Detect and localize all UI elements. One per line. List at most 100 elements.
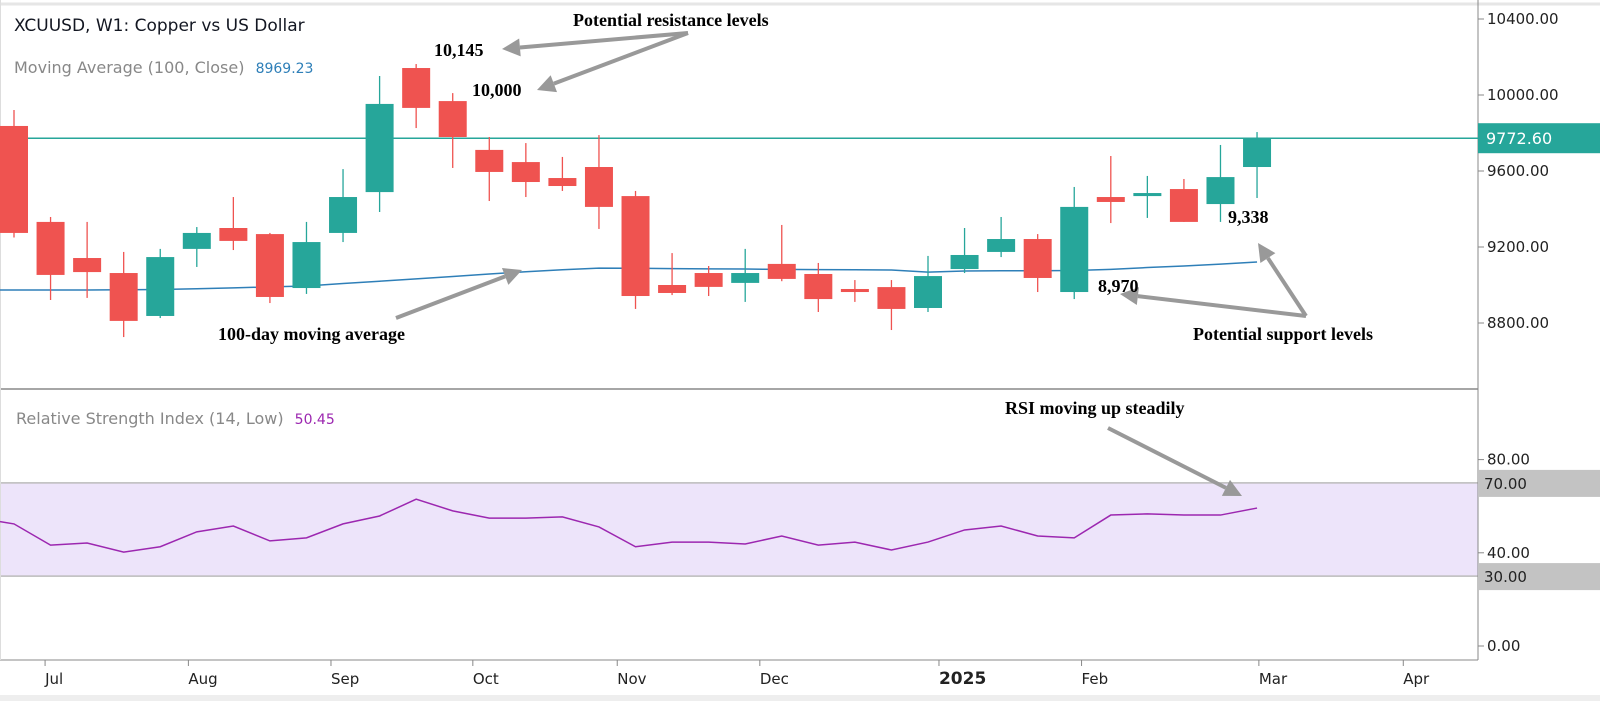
arrow-shaft [519, 31, 689, 50]
candle-bullish[interactable] [146, 248, 175, 319]
candle-bearish[interactable] [584, 135, 613, 229]
candle-bearish[interactable] [621, 190, 650, 309]
candle-bullish[interactable] [1206, 144, 1235, 222]
candle-body [146, 257, 175, 316]
price-tick-label: 10000.00 [1487, 86, 1559, 104]
candle-bullish[interactable] [914, 255, 942, 312]
candle-body [1096, 197, 1125, 202]
arrow-head [501, 267, 522, 285]
arrow-head [1120, 287, 1139, 306]
candle-body [292, 242, 321, 289]
candle-body [767, 263, 796, 279]
candle-bullish[interactable] [1243, 132, 1272, 198]
price-tick-label: 9600.00 [1487, 162, 1549, 180]
candle-bearish[interactable] [1023, 234, 1052, 293]
candle-bullish[interactable] [365, 76, 394, 213]
candle-bearish[interactable] [840, 280, 869, 302]
arrow-head [1221, 479, 1242, 496]
arrow-shaft [1137, 294, 1307, 318]
candle-bearish[interactable] [767, 224, 796, 282]
last-price-label: 9772.60 [1486, 129, 1552, 148]
candle-bearish[interactable] [475, 136, 504, 202]
arrow [537, 31, 689, 93]
support-level-1: 8,970 [1098, 276, 1139, 296]
candle-bearish[interactable] [109, 251, 138, 338]
candle-bullish[interactable] [329, 169, 358, 243]
rsi-tick-label: 40.00 [1487, 544, 1530, 562]
candle-bearish[interactable] [548, 156, 577, 191]
ma-legend-value: 8969.23 [255, 61, 314, 77]
candle-bullish[interactable] [731, 248, 760, 302]
candle-bearish[interactable] [438, 93, 467, 168]
candle-bearish[interactable] [1096, 155, 1125, 224]
candle-bearish[interactable] [402, 64, 431, 129]
candle-body [731, 273, 760, 283]
candle-body [365, 103, 394, 193]
price-axis[interactable]: 10400.00 10000.00 9600.00 9200.00 8800.00 977… [1478, 10, 1600, 655]
candle-body [36, 221, 65, 275]
candle-bearish[interactable] [36, 216, 65, 301]
candle-bullish[interactable] [987, 216, 1016, 258]
ma-annotation: 100-day moving average [218, 324, 405, 344]
ma-legend[interactable]: Moving Average (100, Close) 8969.23 [14, 58, 313, 77]
candle-bearish[interactable] [804, 262, 833, 312]
time-tick-label: Dec [760, 670, 789, 688]
candle-body [584, 167, 613, 207]
time-tick-label: Jul [44, 670, 63, 688]
candle-body [694, 273, 723, 287]
candle-body [548, 178, 577, 187]
bottom-strip [0, 695, 1600, 701]
candle-bullish[interactable] [292, 221, 321, 294]
candle-body [402, 68, 431, 108]
rsi-annotation: RSI moving up steadily [1005, 398, 1185, 418]
candle-bearish[interactable] [219, 197, 248, 251]
time-tick-label: Oct [473, 670, 499, 688]
rsi-level-label: 70.00 [1484, 475, 1527, 493]
support-title: Potential support levels [1193, 324, 1373, 344]
symbol-title: XCUUSD, W1: Copper vs US Dollar [14, 16, 305, 36]
candle-bullish[interactable] [182, 227, 211, 267]
candle-bearish[interactable] [694, 266, 723, 297]
candle-bearish[interactable] [73, 221, 102, 298]
rsi-line [0, 498, 1258, 553]
rsi-legend[interactable]: Relative Strength Index (14, Low) 50.45 [16, 409, 335, 428]
candle-body [1133, 193, 1162, 197]
candle-bearish[interactable] [255, 232, 284, 304]
support-level-2: 9,338 [1228, 207, 1269, 227]
rsi-band [0, 482, 1478, 577]
candle-body [840, 288, 869, 293]
time-axis[interactable]: Jul Aug Sep Oct Nov Dec 2025 Feb Mar Apr [44, 660, 1430, 689]
candle-bullish[interactable] [1133, 175, 1162, 218]
resistance-title: Potential resistance levels [573, 10, 769, 30]
time-tick-label: Sep [331, 670, 359, 688]
candle-body [877, 287, 906, 309]
candle-bullish[interactable] [1060, 186, 1089, 300]
price-tick-label: 10400.00 [1487, 10, 1559, 28]
arrow-head [502, 38, 521, 57]
candle-body [475, 149, 504, 172]
time-tick-label: Apr [1403, 670, 1430, 688]
resistance-level-1: 10,145 [434, 40, 484, 60]
candle-body [987, 239, 1016, 252]
candle-bearish[interactable] [877, 280, 906, 331]
annotation-arrows [395, 31, 1308, 496]
rsi-legend-label: Relative Strength Index (14, Low) [16, 409, 284, 428]
arrow [1120, 287, 1307, 318]
candle-body [73, 258, 102, 273]
candle-bearish[interactable] [1169, 178, 1198, 222]
candle-body [658, 285, 687, 293]
arrow-shaft [1107, 426, 1227, 490]
candle-bearish[interactable] [511, 143, 540, 198]
candle-body [219, 228, 248, 241]
candle-body [511, 162, 540, 183]
rsi-band-group [0, 482, 1478, 577]
candle-bullish[interactable] [950, 228, 979, 274]
candle-bearish[interactable] [658, 253, 687, 296]
candle-body [1169, 189, 1198, 222]
candle-bearish[interactable] [0, 110, 28, 238]
candle-body [329, 197, 358, 233]
time-tick-label: 2025 [939, 669, 986, 689]
rsi-tick-label: 80.00 [1487, 451, 1530, 469]
